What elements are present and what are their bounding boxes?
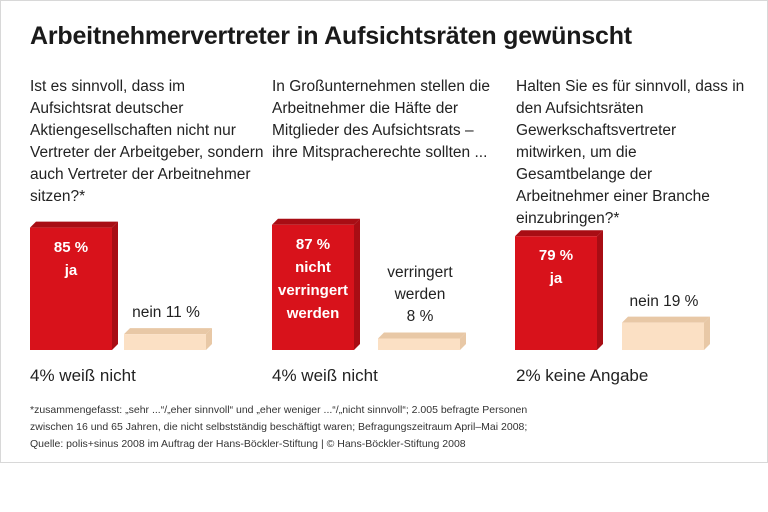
main-bar-label-1: 85 % ja (30, 236, 112, 282)
question-2: In Großunternehmen stellen die Arbeitneh… (272, 78, 490, 161)
remainder-1: 4% weiß nicht (30, 366, 136, 385)
other-bar-1-top (124, 328, 212, 335)
bar-label-line: ja (64, 261, 78, 279)
other-bar-3-side (704, 316, 710, 350)
main-bar-2-side (354, 218, 360, 350)
other-bar-1-side (206, 328, 212, 350)
bar-label-line: 8 % (406, 308, 434, 326)
other-bar-label-1: nein 11 % (114, 302, 218, 324)
main-bar-label-2: 87 % nicht verringert werden (272, 233, 354, 325)
infographic-frame (0, 0, 768, 463)
question-3: Halten Sie es für sinnvoll, dass in den … (516, 78, 745, 227)
footnote-line: Quelle: polis+sinus 2008 im Auftrag der … (30, 438, 466, 450)
bar-label-line: nein 19 % (629, 292, 699, 310)
footnote-line: zwischen 16 und 65 Jahren, die nicht sel… (30, 421, 528, 433)
remainder-2: 4% weiß nicht (272, 366, 378, 385)
footnote-line: *zusammengefasst: „sehr ...“/„eher sinnv… (30, 404, 528, 416)
remainder-3: 2% keine Angabe (516, 366, 649, 385)
other-bar-label-2: verringert werden 8 % (368, 262, 472, 328)
bar-label-line: werden (286, 304, 340, 322)
bar-label-line: nicht (295, 258, 331, 276)
bar-label-line: werden (394, 286, 446, 304)
bar-label-line: 85 % (53, 238, 89, 256)
question-1: Ist es sinnvoll, dass im Aufsichtsrat de… (30, 78, 264, 205)
bar-label-line: 79 % (538, 247, 574, 265)
main-bar-2 (272, 224, 354, 350)
other-bar-3-top (622, 316, 710, 323)
bar-label-line: verringert (387, 264, 453, 282)
bar-label-line: ja (549, 270, 563, 288)
other-bar-3 (622, 322, 704, 350)
other-bar-2 (378, 338, 460, 350)
main-bar-3-top (515, 230, 603, 237)
main-bar-label-3: 79 % ja (515, 244, 597, 290)
main-bar-3 (515, 236, 597, 350)
main-bar-1-top (30, 221, 118, 228)
bar-label-line: nein 11 % (132, 304, 200, 322)
main-bar-3-side (597, 230, 603, 350)
bar-label-line: 87 % (295, 235, 331, 253)
main-bar-1 (30, 227, 112, 350)
chart-title: Arbeitnehmervertreter in Aufsichtsräten … (30, 22, 632, 50)
other-bar-1 (124, 334, 206, 350)
other-bar-label-3: nein 19 % (612, 291, 716, 313)
footnote: *zusammengefasst: „sehr ...“/„eher sinnv… (30, 402, 527, 453)
other-bar-2-top (378, 332, 466, 339)
main-bar-1-side (112, 221, 118, 350)
other-bar-2-side (460, 332, 466, 350)
bar-label-line: verringert (277, 281, 349, 299)
main-bar-2-top (272, 218, 360, 225)
